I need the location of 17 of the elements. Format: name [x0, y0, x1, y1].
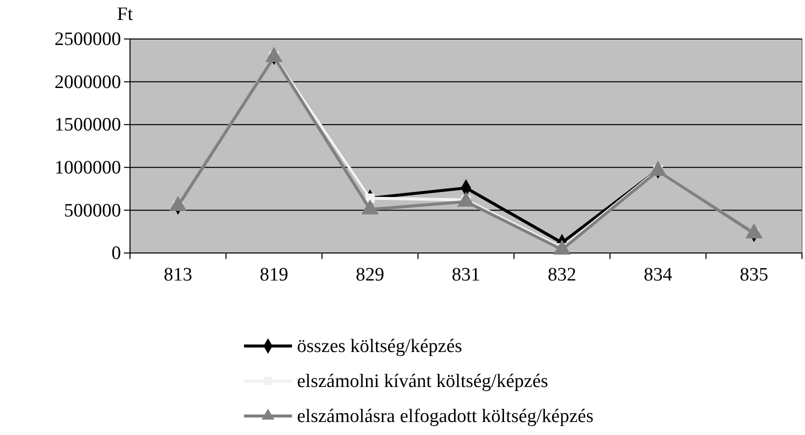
x-tick-label: 813: [164, 264, 192, 286]
y-tick-label: 2500000: [54, 29, 121, 50]
x-tick-label: 819: [260, 264, 288, 286]
x-tick-label: 831: [452, 264, 480, 286]
y-axis-title: Ft: [117, 4, 134, 25]
x-tick-label: 829: [356, 264, 384, 286]
y-tick-label: 0: [112, 243, 121, 264]
legend-label: összes költség/képzés: [297, 336, 462, 357]
y-tick-label: 1000000: [54, 157, 121, 178]
x-tick-label: 835: [740, 264, 768, 286]
legend-label: elszámolásra elfogadott költség/képzés: [297, 406, 594, 427]
y-tick-label: 2000000: [54, 72, 121, 93]
legend-label: elszámolni kívánt költség/képzés: [297, 371, 548, 392]
x-tick-label: 832: [548, 264, 576, 286]
x-tick-label: 834: [644, 264, 673, 286]
y-tick-label: 500000: [64, 200, 121, 222]
y-tick-label: 1500000: [54, 114, 121, 136]
